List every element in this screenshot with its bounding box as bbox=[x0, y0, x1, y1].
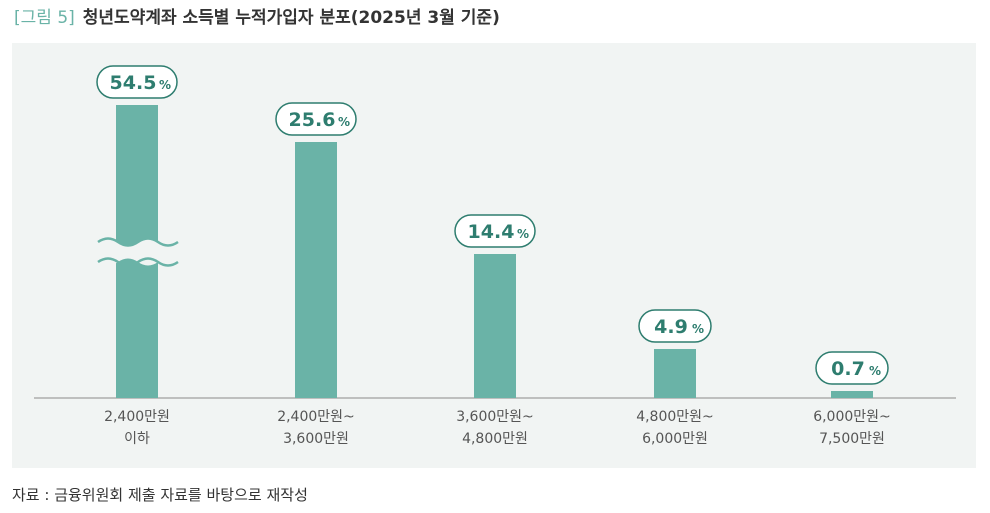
value-label-pill-2 bbox=[275, 102, 357, 136]
category-label-4-line-1: 4,800만원~ bbox=[636, 409, 714, 425]
value-label-pill-1 bbox=[96, 65, 178, 99]
value-unit-3: % bbox=[517, 227, 529, 241]
value-unit-4: % bbox=[692, 322, 704, 336]
value-label-pill-3 bbox=[454, 214, 536, 248]
axis-break-mark bbox=[97, 237, 179, 267]
category-label-3-line-1: 3,600만원~ bbox=[456, 409, 534, 425]
category-label-1-line-2: 이하 bbox=[124, 431, 150, 447]
category-label-2-line-1: 2,400만원~ bbox=[277, 409, 355, 425]
category-label-2-line-2: 3,600만원 bbox=[283, 431, 349, 447]
figure-title-row: [그림 5] 청년도약계좌 소득별 누적가입자 분포(2025년 3월 기준) bbox=[14, 2, 500, 28]
value-unit-2: % bbox=[338, 115, 350, 129]
axis-break-gap bbox=[98, 238, 178, 266]
value-label-4: 4.9 bbox=[654, 316, 688, 338]
source-note: 자료 : 금융위원회 제출 자료를 바탕으로 재작성 bbox=[12, 486, 308, 504]
category-label-5-line-1: 6,000만원~ bbox=[813, 409, 891, 425]
bar-4 bbox=[654, 349, 696, 398]
bar-3 bbox=[474, 254, 516, 398]
bar-5 bbox=[831, 391, 873, 398]
value-label-3: 14.4 bbox=[468, 221, 515, 243]
category-label-4-line-2: 6,000만원 bbox=[642, 431, 708, 447]
value-label-1: 54.5 bbox=[110, 72, 157, 94]
category-label-5-line-2: 7,500만원 bbox=[819, 431, 885, 447]
value-label-pill-5 bbox=[815, 351, 889, 385]
value-unit-1: % bbox=[159, 78, 171, 92]
value-label-pill-4 bbox=[638, 309, 712, 343]
axis-break-line-bottom bbox=[97, 257, 179, 267]
bar-2 bbox=[295, 142, 337, 398]
figure-label: [그림 5] bbox=[14, 7, 75, 28]
value-unit-5: % bbox=[869, 364, 881, 378]
category-label-1-line-1: 2,400만원 bbox=[104, 409, 170, 425]
category-label-3-line-2: 4,800만원 bbox=[462, 431, 528, 447]
figure-title: 청년도약계좌 소득별 누적가입자 분포(2025년 3월 기준) bbox=[82, 7, 500, 28]
axis-break-line-top bbox=[97, 237, 179, 247]
value-label-5: 0.7 bbox=[831, 358, 865, 380]
value-label-2: 25.6 bbox=[289, 109, 336, 131]
